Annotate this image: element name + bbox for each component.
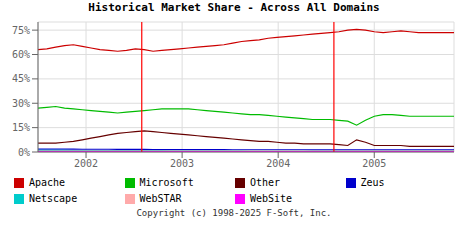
html-text:Historical Market Share - Acro: Historical Market Share - Across All Dom…: [88, 1, 380, 14]
html-text:Apache: Apache: [29, 177, 66, 188]
html-text:Copyright (c) 1998-2025 F-Soft: Copyright (c) 1998-2025 F-Soft, Inc.: [136, 208, 332, 218]
html-text:WebSite: WebSite: [250, 193, 293, 204]
html-text:Zeus: Zeus: [360, 177, 385, 188]
html-text:WebSTAR: WebSTAR: [139, 193, 182, 204]
svg-text:30%: 30%: [12, 98, 30, 109]
html-text:Netscape: Netscape: [29, 193, 78, 204]
svg-text:75%: 75%: [12, 25, 30, 36]
svg-text:2003: 2003: [170, 158, 194, 169]
svg-text:2005: 2005: [362, 158, 386, 169]
svg-text:0%: 0%: [18, 147, 30, 158]
html-text:Microsoft: Microsoft: [139, 177, 194, 188]
svg-text:45%: 45%: [12, 73, 30, 84]
svg-text:60%: 60%: [12, 49, 30, 60]
svg-text:15%: 15%: [12, 122, 30, 133]
svg-text:2002: 2002: [74, 158, 98, 169]
svg-text:2004: 2004: [266, 158, 290, 169]
html-text:Other: Other: [250, 177, 281, 188]
